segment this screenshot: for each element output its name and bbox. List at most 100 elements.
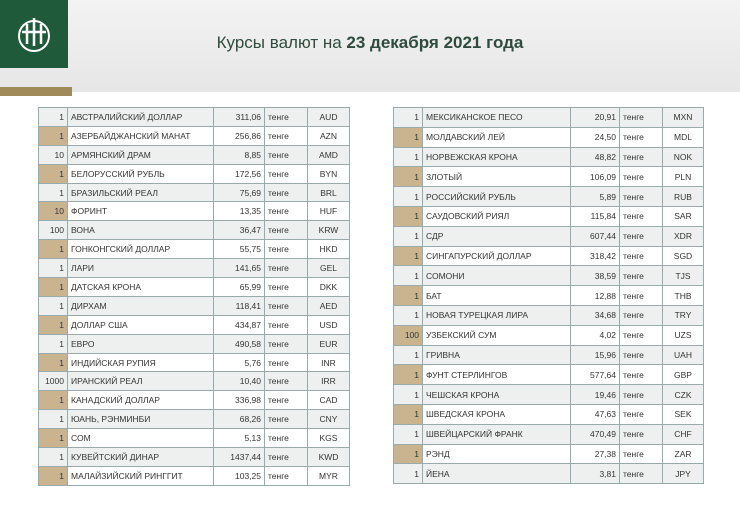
rate-row: 1 МЕКСИКАНСКОЕ ПЕСО 20,91 тенге MXN	[393, 107, 704, 128]
rate: 470,49	[570, 423, 620, 445]
currency-code: NOK	[662, 146, 704, 168]
currency-code: IRR	[307, 371, 350, 392]
quantity: 1	[393, 146, 423, 168]
currency-code: USD	[307, 314, 350, 335]
currency-name: СДР	[422, 225, 571, 247]
quantity: 10	[38, 201, 68, 222]
rate: 106,09	[570, 166, 620, 188]
rates-table: 1 МЕКСИКАНСКОЕ ПЕСО 20,91 тенге MXN 1 МОЛДАВСК…	[393, 107, 704, 485]
logo	[0, 0, 68, 68]
quantity: 1	[393, 107, 423, 128]
rate-row: 1 ШВЕЙЦАРСКИЙ ФРАНК 470,49 тенге CHF	[393, 423, 704, 445]
currency-code: BRL	[307, 182, 350, 203]
rate-row: 1 ФУНТ СТЕРЛИНГОВ 577,64 тенге GBP	[393, 364, 704, 386]
currency-name: КАНАДСКИЙ ДОЛЛАР	[67, 390, 214, 411]
rate-row: 1 БРАЗИЛЬСКИЙ РЕАЛ 75,69 тенге BRL	[38, 182, 350, 203]
rate: 318,42	[570, 245, 620, 267]
quantity: 1	[38, 107, 68, 127]
unit: тенге	[619, 225, 663, 247]
unit: тенге	[264, 447, 308, 467]
rate: 256,86	[213, 125, 265, 146]
unit: тенге	[264, 314, 308, 335]
rate: 20,91	[570, 107, 620, 128]
rate-row: 1 АВСТРАЛИЙСКИЙ ДОЛЛАР 311,06 тенге AUD	[38, 107, 350, 127]
quantity: 1	[393, 166, 423, 188]
unit: тенге	[264, 465, 308, 486]
rate: 38,59	[570, 265, 620, 287]
unit: тенге	[619, 186, 663, 207]
title-date: 23 декабря 2021 года	[346, 33, 524, 52]
unit: тенге	[619, 265, 663, 287]
rate-row: 100 ВОНА 36,47 тенге KRW	[38, 220, 350, 241]
quantity: 1	[38, 295, 68, 316]
currency-name: АЗЕРБАЙДЖАНСКИЙ МАНАТ	[67, 125, 214, 146]
logo-icon	[18, 18, 50, 52]
quantity: 1	[38, 409, 68, 430]
currency-code: MYR	[307, 465, 350, 486]
currency-code: EUR	[307, 333, 350, 354]
unit: тенге	[619, 423, 663, 445]
rate: 1437,44	[213, 447, 265, 467]
currency-name: КУВЕЙТСКИЙ ДИНАР	[67, 447, 214, 467]
rate: 13,35	[213, 201, 265, 222]
currency-code: GEL	[307, 258, 350, 279]
rate: 5,13	[213, 428, 265, 449]
unit: тенге	[619, 344, 663, 366]
rate-row: 1 САУДОВСКИЙ РИЯЛ 115,84 тенге SAR	[393, 205, 704, 227]
unit: тенге	[619, 364, 663, 386]
quantity: 1	[38, 258, 68, 279]
rate-row: 1 ЕВРО 490,58 тенге EUR	[38, 333, 350, 354]
quantity: 1	[393, 443, 423, 465]
rate-row: 1 БАТ 12,88 тенге THB	[393, 285, 704, 306]
rate: 47,63	[570, 403, 620, 425]
currency-name: РОССИЙСКИЙ РУБЛЬ	[422, 186, 571, 207]
rate: 34,68	[570, 304, 620, 326]
currency-code: RUB	[662, 186, 704, 207]
rate-row: 1 МОЛДАВСКИЙ ЛЕЙ 24,50 тенге MDL	[393, 126, 704, 148]
quantity: 1	[393, 205, 423, 227]
currency-code: JPY	[662, 463, 704, 485]
rate-row: 1 ЮАНЬ, РЭНМИНБИ 68,26 тенге CNY	[38, 409, 350, 430]
quantity: 1	[38, 277, 68, 297]
currency-code: XDR	[662, 225, 704, 247]
rate: 15,96	[570, 344, 620, 366]
currency-code: SEK	[662, 403, 704, 425]
unit: тенге	[264, 409, 308, 430]
rate-row: 10 ФОРИНТ 13,35 тенге HUF	[38, 201, 350, 222]
currency-name: АВСТРАЛИЙСКИЙ ДОЛЛАР	[67, 107, 214, 127]
currency-name: ДАТСКАЯ КРОНА	[67, 277, 214, 297]
rate: 65,99	[213, 277, 265, 297]
currency-code: DKK	[307, 277, 350, 297]
rate-row: 1 СОМ 5,13 тенге KGS	[38, 428, 350, 449]
rate: 490,58	[213, 333, 265, 354]
quantity: 1	[38, 239, 68, 260]
quantity: 1	[38, 333, 68, 354]
quantity: 1	[393, 225, 423, 247]
rate: 5,89	[570, 186, 620, 207]
currency-code: AED	[307, 295, 350, 316]
currency-code: KWD	[307, 447, 350, 467]
currency-code: UZS	[662, 324, 704, 346]
quantity: 1	[393, 304, 423, 326]
currency-name: ЕВРО	[67, 333, 214, 354]
currency-name: ЧЕШСКАЯ КРОНА	[422, 384, 571, 405]
quantity: 1	[38, 447, 68, 467]
rate: 141,65	[213, 258, 265, 279]
quantity: 1	[393, 265, 423, 287]
currency-code: KRW	[307, 220, 350, 241]
currency-code: THB	[662, 285, 704, 306]
currency-name: БЕЛОРУССКИЙ РУБЛЬ	[67, 163, 214, 184]
rate: 19,46	[570, 384, 620, 405]
rate-row: 1 ДОЛЛАР США 434,87 тенге USD	[38, 314, 350, 335]
quantity: 1	[38, 390, 68, 411]
currency-name: ВОНА	[67, 220, 214, 241]
quantity: 1	[393, 384, 423, 405]
unit: тенге	[264, 258, 308, 279]
rate-row: 1 РЭНД 27,38 тенге ZAR	[393, 443, 704, 465]
rate: 10,40	[213, 371, 265, 392]
unit: тенге	[264, 277, 308, 297]
currency-code: CNY	[307, 409, 350, 430]
currency-name: МОЛДАВСКИЙ ЛЕЙ	[422, 126, 571, 148]
currency-code: CZK	[662, 384, 704, 405]
